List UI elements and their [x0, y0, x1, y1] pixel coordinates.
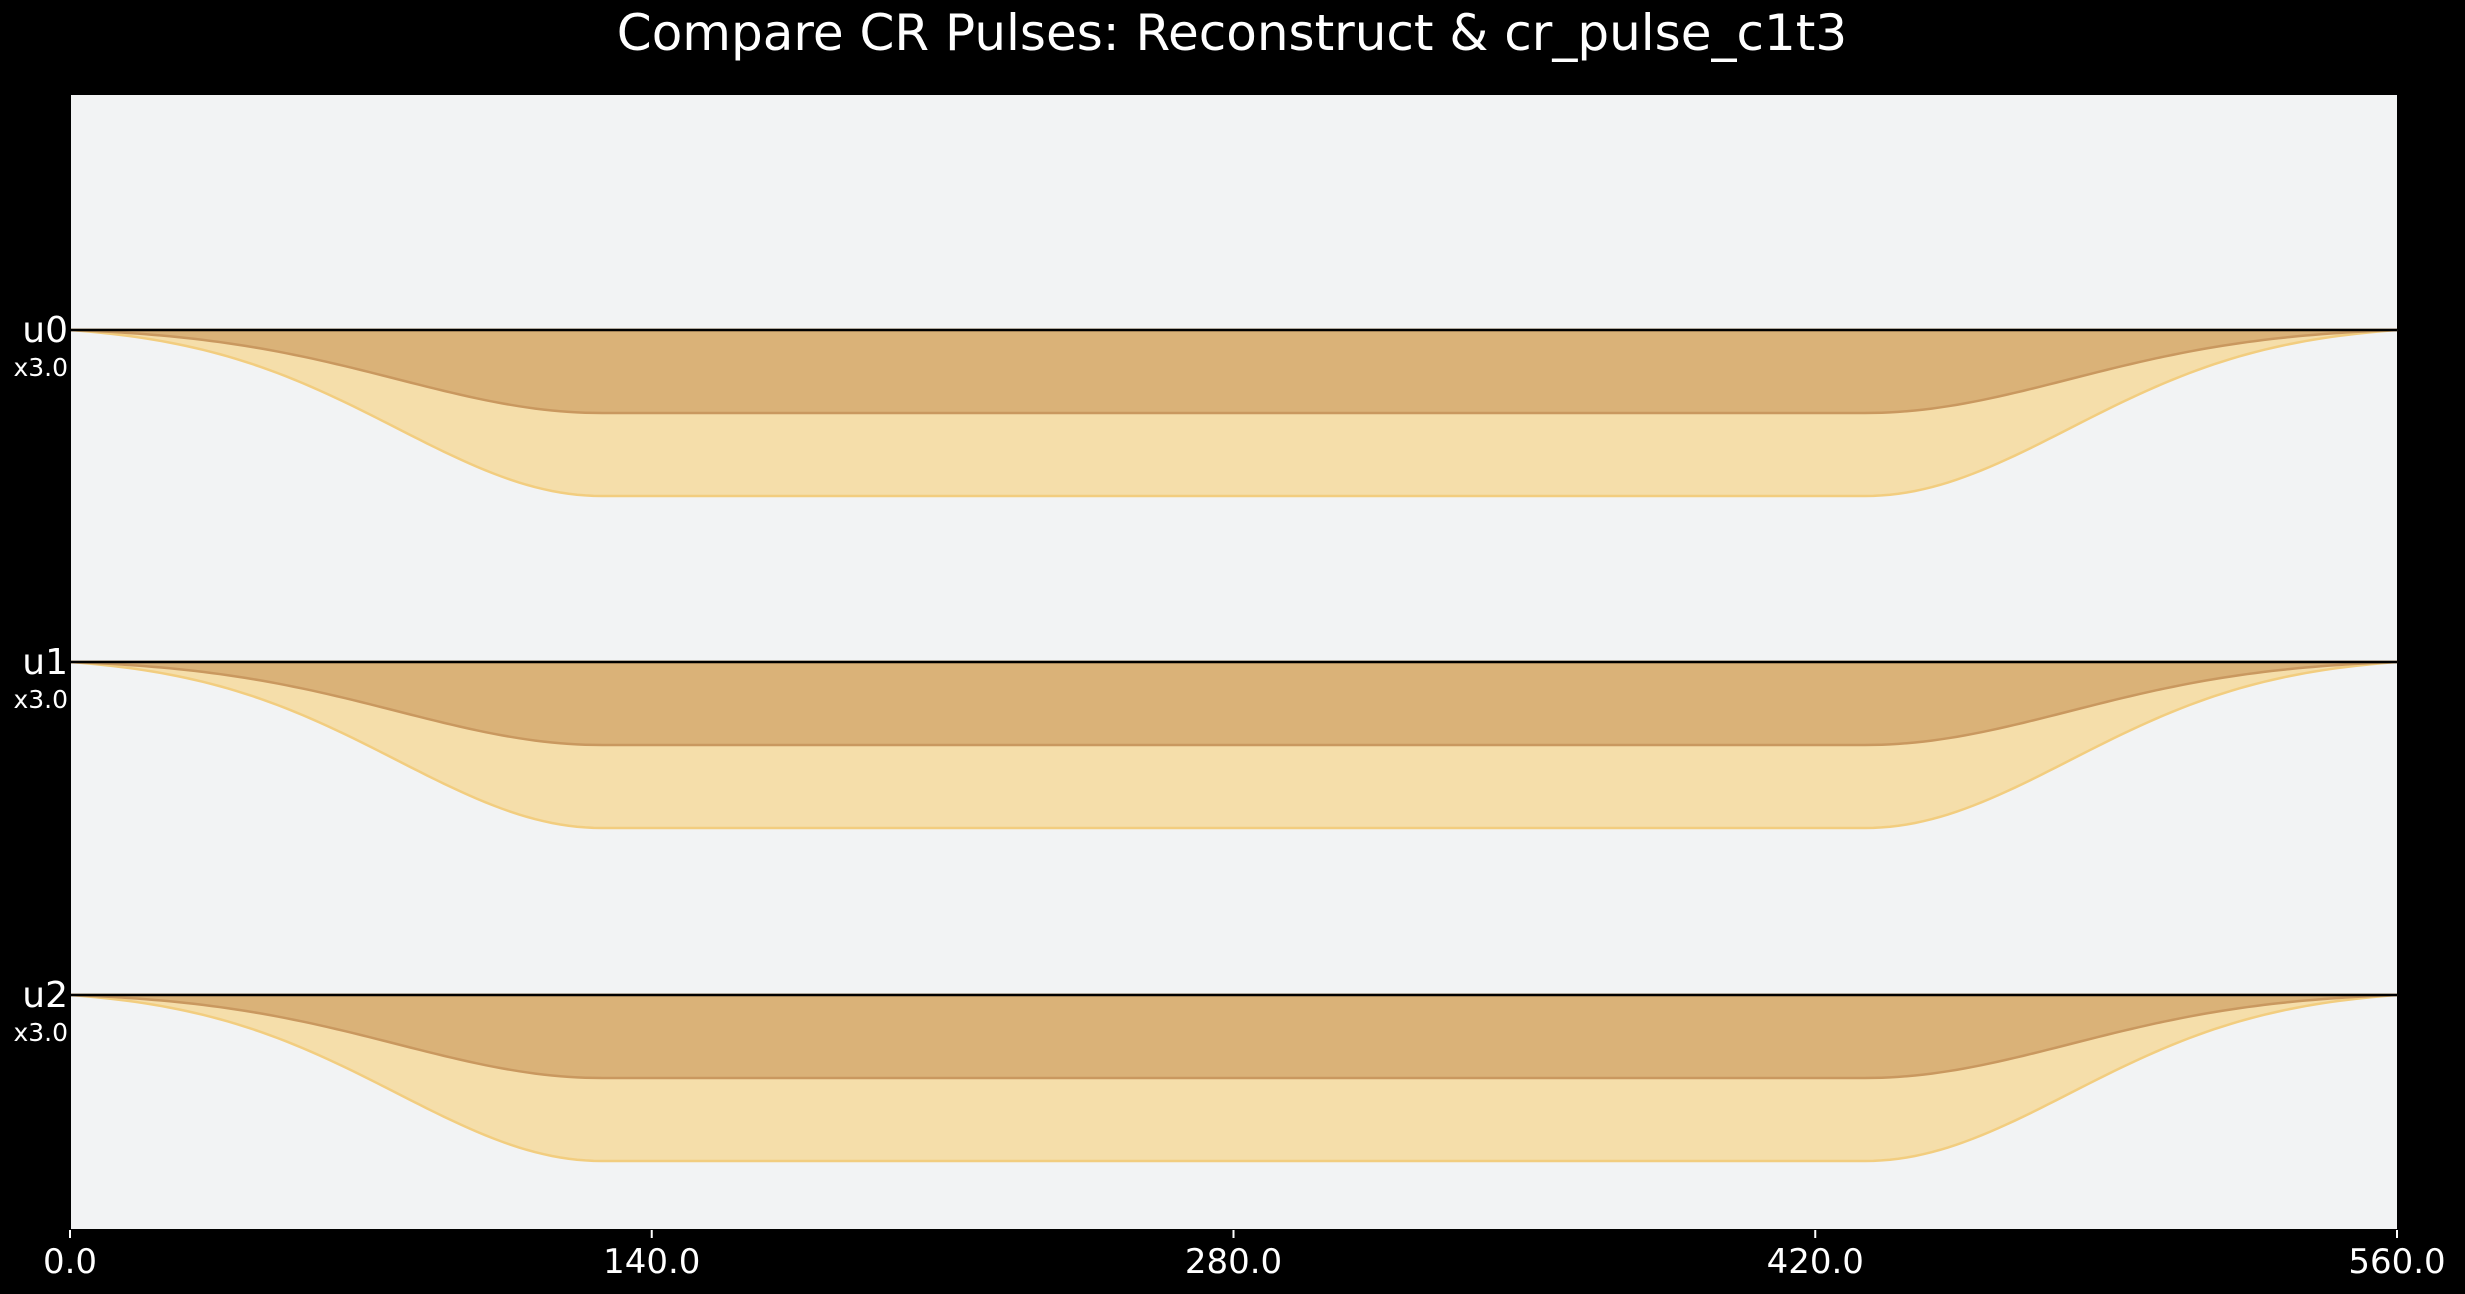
x-tick-label: 280.0 [1185, 1242, 1282, 1282]
channel-scale-u1: x3.0 [13, 685, 68, 714]
channel-scale-u2: x3.0 [13, 1018, 68, 1047]
pulse-u0-series-1 [69, 328, 2398, 415]
channel-group [69, 328, 2398, 1163]
x-tick-label: 140.0 [603, 1242, 700, 1282]
channel-label-u2: u2 [22, 975, 68, 1016]
x-tick-label: 560.0 [2348, 1242, 2445, 1282]
pulse-u1-series-1 [69, 660, 2398, 747]
x-tick-label: 0.0 [43, 1242, 97, 1282]
x-tick-label: 420.0 [1767, 1242, 1864, 1282]
channel-u0 [69, 328, 2398, 498]
channel-u2 [69, 993, 2398, 1163]
x-axis: 0.0 140.0 280.0 420.0 560.0 [43, 1229, 2446, 1282]
chart-title: Compare CR Pulses: Reconstruct & cr_puls… [617, 4, 1847, 62]
channel-u1 [69, 660, 2398, 830]
pulse-u2-series-1 [69, 993, 2398, 1080]
channel-scale-u0: x3.0 [13, 353, 68, 382]
channel-label-u0: u0 [22, 310, 68, 351]
channel-label-u1: u1 [22, 642, 68, 683]
